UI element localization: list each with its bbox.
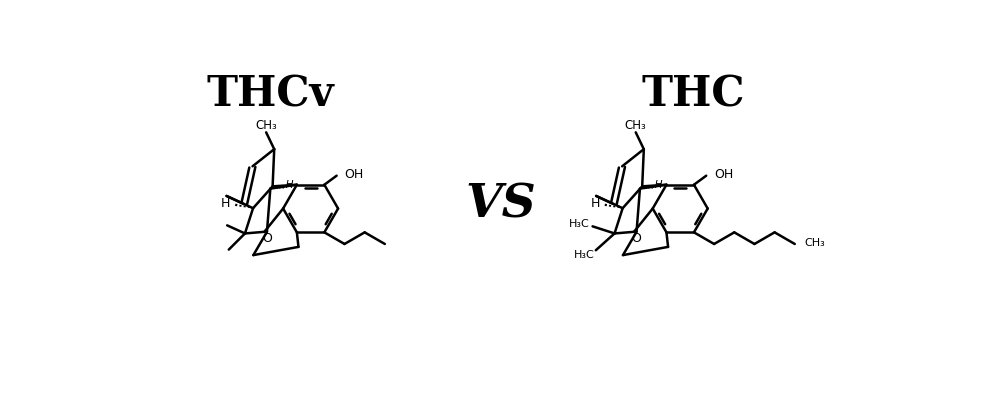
Text: O: O xyxy=(632,233,641,245)
Text: O: O xyxy=(262,233,272,245)
Text: THC: THC xyxy=(642,74,745,116)
Text: H₃C: H₃C xyxy=(574,250,595,260)
Text: OH: OH xyxy=(714,168,734,181)
Text: ,,,H: ,,,H xyxy=(276,180,294,190)
Text: CH₃: CH₃ xyxy=(625,119,647,132)
Text: CH₃: CH₃ xyxy=(255,119,277,132)
Text: OH: OH xyxy=(345,168,364,181)
Text: H: H xyxy=(591,197,600,210)
Text: CH₃: CH₃ xyxy=(804,238,825,248)
Text: ,,,H: ,,,H xyxy=(646,180,664,190)
Text: THCv: THCv xyxy=(206,74,334,116)
Text: H: H xyxy=(221,197,230,210)
Text: H₃C: H₃C xyxy=(569,219,590,229)
Text: VS: VS xyxy=(466,182,536,228)
